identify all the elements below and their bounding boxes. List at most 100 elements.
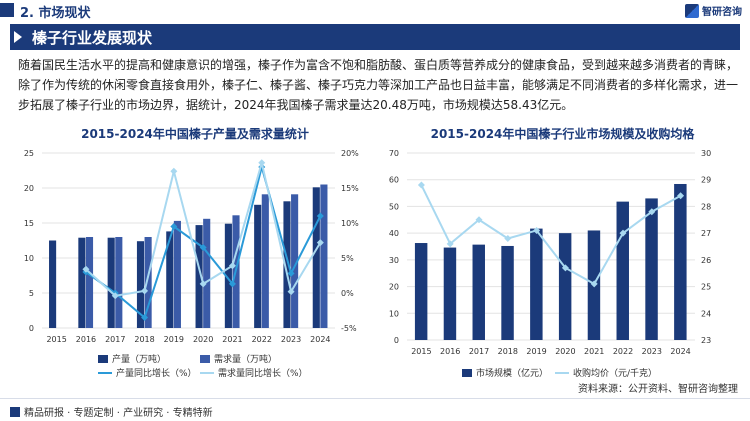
line-point — [111, 292, 119, 300]
x-tick-label: 2017 — [469, 347, 489, 356]
bar — [173, 220, 181, 328]
legend-production-growth: 产量同比增长（%） — [98, 366, 197, 379]
line-point — [170, 167, 178, 175]
line-point — [82, 265, 90, 273]
line-point — [228, 262, 236, 270]
line-point — [561, 264, 569, 272]
y2-tick-label: 25 — [701, 283, 711, 292]
series-line — [420, 184, 682, 286]
bar — [166, 231, 174, 328]
x-tick-label: 2022 — [613, 347, 633, 356]
y-tick-label: 10 — [389, 309, 399, 318]
production-demand-chart: 0 5 10 15 20 25 -5% 0% 5% 10% 15% 20% 2015 2016 2017 20… — [24, 149, 359, 344]
y2-tick-label: 24 — [701, 309, 711, 318]
x-tick-label: 2021 — [222, 335, 242, 344]
bar — [291, 194, 299, 328]
chart-title-left: 2015-2024年中国榛子产量及需求量统计 — [81, 127, 309, 141]
line-point — [141, 287, 149, 295]
x-tick-label: 2021 — [584, 347, 604, 356]
y-tick-label: 10 — [24, 254, 34, 263]
market-size-chart: 0 10 20 30 40 50 60 70 23 24 25 26 27 28 29 30 2015 2016 2… — [389, 149, 711, 356]
arrow-icon — [14, 31, 22, 43]
x-tick-label: 2018 — [498, 347, 518, 356]
x-tick-label: 2019 — [526, 347, 546, 356]
y2-tick-label: 23 — [701, 336, 711, 345]
bar — [261, 194, 269, 328]
source-note: 资料来源：公开资料、智研咨询整理 — [578, 384, 738, 395]
bar — [616, 201, 629, 340]
y2-tick-label: 28 — [701, 202, 711, 211]
bar — [443, 247, 457, 340]
x-tick-label: 2019 — [164, 335, 184, 344]
line-point — [199, 280, 207, 288]
section-marker — [0, 3, 14, 17]
y-tick-label: 70 — [389, 149, 399, 158]
y-tick-label: 20 — [24, 184, 34, 193]
bar — [49, 240, 57, 328]
x-tick-label: 2016 — [440, 347, 460, 356]
y-tick-label: 30 — [389, 256, 399, 265]
y-tick-label: 25 — [24, 149, 34, 158]
y2-tick-label: 29 — [701, 176, 711, 185]
intro-paragraph: 随着国民生活水平的提高和健康意识的增强，榛子作为富含不饱和脂肪酸、蛋白质等营养成… — [18, 58, 739, 112]
bar — [312, 187, 320, 328]
bar — [472, 244, 485, 340]
chart-title-right: 2015-2024年中国榛子行业市场规模及收购均格 — [430, 127, 695, 141]
line-point — [446, 240, 454, 248]
line-point — [170, 223, 178, 230]
bar — [144, 237, 152, 328]
bar — [501, 245, 514, 340]
line-point — [648, 208, 656, 216]
y-tick-label: 60 — [389, 176, 399, 185]
line-point — [228, 280, 236, 288]
x-tick-label: 2023 — [642, 347, 662, 356]
x-tick-label: 2016 — [76, 335, 96, 344]
bar — [414, 243, 428, 340]
legend-price: 收购均价（元/千克） — [555, 366, 657, 379]
y-tick-label: 20 — [389, 283, 399, 292]
brand-logo: 智研咨询 — [685, 3, 742, 18]
y2-tick-label: 5% — [341, 254, 354, 263]
legend-demand: 需求量（万吨） — [200, 352, 277, 365]
line-point — [504, 234, 512, 242]
line-point — [258, 159, 266, 167]
line-point — [316, 239, 324, 247]
bar — [195, 225, 203, 328]
x-tick-label: 2015 — [411, 347, 431, 356]
bar — [115, 237, 123, 328]
y-tick-label: 15 — [24, 219, 34, 228]
bar — [224, 223, 232, 328]
x-tick-label: 2020 — [555, 347, 575, 356]
y-tick-label: 50 — [389, 202, 399, 211]
line-point — [590, 280, 598, 288]
x-tick-label: 2020 — [193, 335, 213, 344]
logo-text: 智研咨询 — [702, 7, 742, 18]
footer-icon — [10, 406, 20, 417]
line-point — [417, 181, 425, 189]
y2-tick-label: 20% — [341, 149, 359, 158]
x-tick-label: 2017 — [105, 335, 125, 344]
logo-icon — [685, 3, 699, 18]
line-point — [199, 244, 207, 251]
x-tick-label: 2018 — [134, 335, 154, 344]
line-point — [287, 288, 295, 296]
footer-tagline: 精品研报 · 专题定制 · 产业研究 · 专精特新 — [10, 404, 213, 419]
legend-demand-growth: 需求量同比增长（%） — [200, 366, 308, 379]
line-point — [619, 229, 627, 237]
y2-tick-label: 15% — [341, 184, 359, 193]
y2-tick-label: -5% — [341, 324, 357, 333]
x-tick-label: 2022 — [252, 335, 272, 344]
line-point — [475, 216, 483, 224]
bar — [320, 184, 328, 328]
bar — [530, 228, 543, 340]
y2-tick-label: 10% — [341, 219, 359, 228]
section-title: 2. 市场现状 — [20, 6, 91, 21]
page-title-bar: 榛子行业发展现状 — [10, 24, 740, 50]
y-tick-label: 40 — [389, 229, 399, 238]
x-tick-label: 2024 — [670, 347, 690, 356]
line-point — [533, 226, 541, 234]
line-point — [677, 192, 685, 200]
bar — [85, 237, 94, 328]
page-title: 榛子行业发展现状 — [32, 29, 153, 47]
y2-tick-label: 27 — [701, 229, 711, 238]
